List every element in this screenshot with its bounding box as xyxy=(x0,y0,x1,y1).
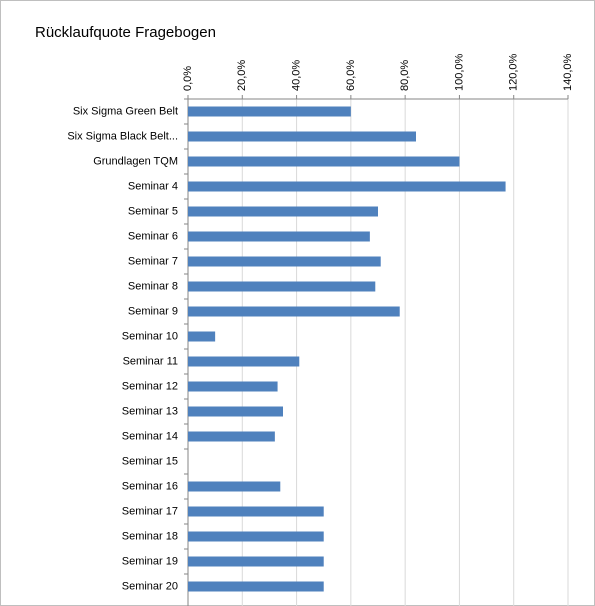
x-tick-label: 60,0% xyxy=(345,60,357,91)
x-tick-label: 140,0% xyxy=(562,53,574,91)
y-tick-label: Seminar 12 xyxy=(122,380,178,392)
y-tick-label: Seminar 19 xyxy=(122,555,178,567)
bar xyxy=(188,306,400,317)
y-tick-label: Seminar 14 xyxy=(122,430,178,442)
y-tick-label: Seminar 8 xyxy=(128,280,178,292)
x-tick-label: 40,0% xyxy=(290,60,302,91)
bar xyxy=(188,506,324,517)
bar xyxy=(188,381,278,392)
bar xyxy=(188,556,324,567)
y-tick-label: Seminar 17 xyxy=(122,505,178,517)
bar xyxy=(188,181,506,192)
y-tick-label: Seminar 7 xyxy=(128,255,178,267)
y-tick-label: Seminar 9 xyxy=(128,305,178,317)
x-tick-label: 80,0% xyxy=(399,60,411,91)
bar xyxy=(188,156,460,167)
y-tick-label: Seminar 11 xyxy=(123,355,178,367)
y-tick-label: Seminar 16 xyxy=(122,480,178,492)
bar xyxy=(188,331,216,342)
bar xyxy=(188,356,300,367)
y-tick-label: Seminar 4 xyxy=(128,180,178,192)
bar xyxy=(188,431,275,442)
bar xyxy=(188,106,351,117)
y-tick-label: Grundlagen TQM xyxy=(93,155,178,167)
x-tick-label: 100,0% xyxy=(453,53,465,91)
bar xyxy=(188,231,370,242)
bar xyxy=(188,256,381,267)
bar xyxy=(188,531,324,542)
y-tick-label: Seminar 20 xyxy=(122,580,178,592)
bar xyxy=(188,481,281,492)
bar xyxy=(188,281,376,292)
x-tick-label: 20,0% xyxy=(236,60,248,91)
y-tick-label: Seminar 15 xyxy=(122,455,178,467)
y-tick-label: Seminar 10 xyxy=(122,330,178,342)
bar xyxy=(188,206,378,217)
y-tick-label: Six Sigma Green Belt xyxy=(73,105,178,117)
y-tick-label: Seminar 6 xyxy=(128,230,178,242)
chart-title: Rücklaufquote Fragebogen xyxy=(35,24,216,41)
y-tick-label: Seminar 13 xyxy=(122,405,178,417)
x-tick-label: 120,0% xyxy=(508,53,520,91)
x-tick-label: 0,0% xyxy=(182,66,194,91)
bar xyxy=(188,131,416,142)
bar xyxy=(188,581,324,592)
y-tick-label: Seminar 18 xyxy=(122,530,178,542)
y-tick-label: Seminar 5 xyxy=(128,205,178,217)
bar xyxy=(188,406,283,417)
y-tick-label: Six Sigma Black Belt... xyxy=(67,130,178,142)
